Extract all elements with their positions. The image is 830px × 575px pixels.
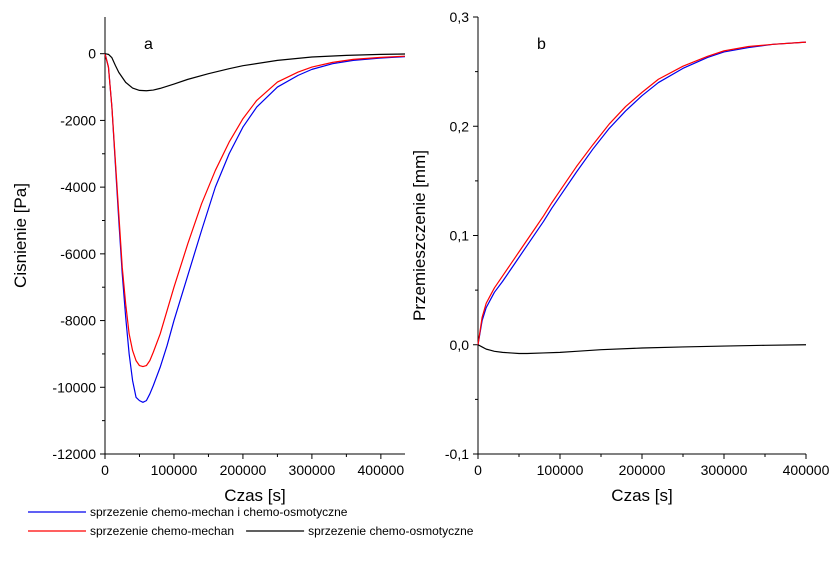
series-line-1 [477,41,807,345]
legend-label: sprzezenie chemo-osmotyczne [308,524,474,538]
x-tick-label: 0 [474,462,482,478]
y-tick-label: -4000 [60,179,96,195]
x-axis-title: Czas [s] [611,486,672,505]
legend-label: sprzezenie chemo-mechan [90,524,234,538]
x-tick-label: 100000 [151,462,198,478]
x-tick-label: 200000 [220,462,267,478]
y-axis-title: Przemieszczenie [mm] [410,150,429,321]
y-tick-label: 0,1 [450,228,470,244]
legend-label: sprzezenie chemo-mechan i chemo-osmotycz… [90,505,348,519]
x-tick-label: 400000 [358,462,405,478]
x-axis-title: Czas [s] [224,486,285,505]
x-tick-label: 300000 [289,462,336,478]
x-tick-label: 200000 [619,462,666,478]
y-axis-title: Cisnienie [Pa] [11,183,30,288]
series-line-3 [477,344,807,355]
y-tick-label: -12000 [52,446,96,462]
legend: sprzezenie chemo-mechan i chemo-osmotycz… [28,505,474,538]
y-tick-label: 0,2 [450,118,470,134]
y-tick-label: 0,3 [450,9,470,25]
x-tick-label: 400000 [783,462,830,478]
y-tick-label: -8000 [60,313,96,329]
series-line-2 [104,53,406,368]
y-tick-label: 0,0 [450,337,470,353]
y-tick-label: -10000 [52,379,96,395]
y-tick-label: -0,1 [445,446,469,462]
y-tick-label: -6000 [60,246,96,262]
panel-label: a [144,36,153,53]
series-line-1 [104,53,406,403]
chart-panel-a: 0 -2000 -4000 -6000 -8000 -10000 -12000 0 100000… [11,17,406,505]
y-tick-label: 0 [88,46,96,62]
chart-panel-b: 0,3 0,2 0,1 0,0 -0,1 0 100000 200000 300000 40000… [410,9,830,505]
series-line-2 [477,41,807,345]
x-tick-label: 300000 [701,462,748,478]
x-tick-label: 100000 [537,462,584,478]
y-tick-label: -2000 [60,112,96,128]
panel-label: b [537,36,546,53]
series-line-3 [104,53,406,92]
x-tick-label: 0 [101,462,109,478]
